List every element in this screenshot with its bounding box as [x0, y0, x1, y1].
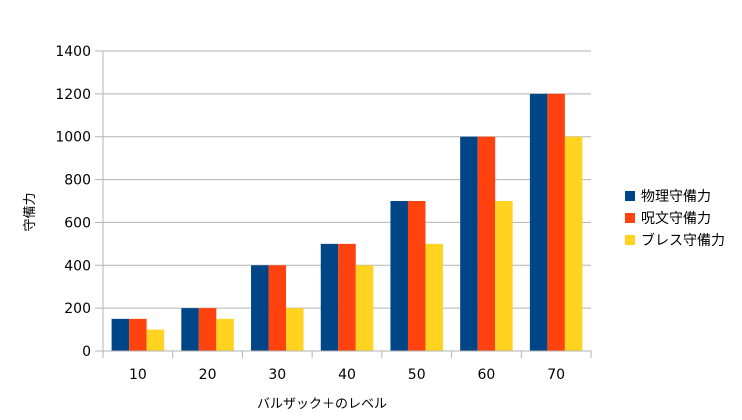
tick-labels: 0 200 400 600 800 1000 1200 1400 10 20 30 40 50 60 70	[55, 44, 565, 383]
gridlines	[103, 50, 591, 309]
bar	[355, 265, 374, 351]
bar	[251, 265, 269, 351]
bar	[529, 93, 548, 351]
bar	[547, 93, 565, 351]
legend-swatch-physical	[625, 191, 635, 201]
y-tick-label: 1200	[55, 87, 91, 103]
bar	[216, 318, 234, 351]
x-axis-title: バルザック＋のレベル	[257, 397, 387, 412]
y-tick-label: 0	[82, 344, 91, 360]
bar	[146, 329, 165, 351]
bar	[268, 265, 287, 351]
y-tick-label: 800	[64, 173, 91, 189]
legend-swatch-spell	[625, 213, 635, 223]
bar	[129, 318, 147, 351]
bar	[564, 136, 583, 351]
bar	[495, 201, 513, 351]
bar	[390, 201, 408, 351]
y-tick-label: 200	[64, 301, 91, 317]
x-tick-label: 60	[478, 367, 496, 383]
bar	[286, 308, 304, 351]
x-tick-label: 10	[129, 367, 147, 383]
y-tick-label: 400	[64, 258, 91, 274]
legend-swatch-breath	[625, 235, 635, 245]
x-tick-label: 20	[199, 367, 217, 383]
x-tick-label: 30	[268, 367, 286, 383]
y-tick-label: 600	[64, 215, 91, 231]
bar	[425, 243, 443, 351]
bar	[111, 318, 130, 351]
y-axis-title: 守備力	[22, 192, 38, 231]
x-tick-label: 50	[408, 367, 426, 383]
axes	[95, 50, 592, 358]
bar	[181, 308, 199, 351]
y-tick-label: 1000	[55, 130, 91, 146]
bar	[477, 136, 496, 351]
legend-label-spell: 呪文守備力	[641, 211, 711, 227]
bars	[111, 93, 583, 351]
legend-label-physical: 物理守備力	[641, 189, 711, 205]
bar	[460, 136, 478, 351]
bar	[338, 243, 356, 351]
x-tick-label: 70	[547, 367, 565, 383]
legend: 物理守備力 呪文守備力 ブレス守備力	[625, 189, 725, 249]
bar	[320, 243, 339, 351]
x-tick-label: 40	[338, 367, 356, 383]
bar	[407, 201, 426, 351]
bar	[198, 308, 217, 351]
legend-label-breath: ブレス守備力	[641, 232, 725, 249]
y-tick-label: 1400	[55, 44, 91, 60]
